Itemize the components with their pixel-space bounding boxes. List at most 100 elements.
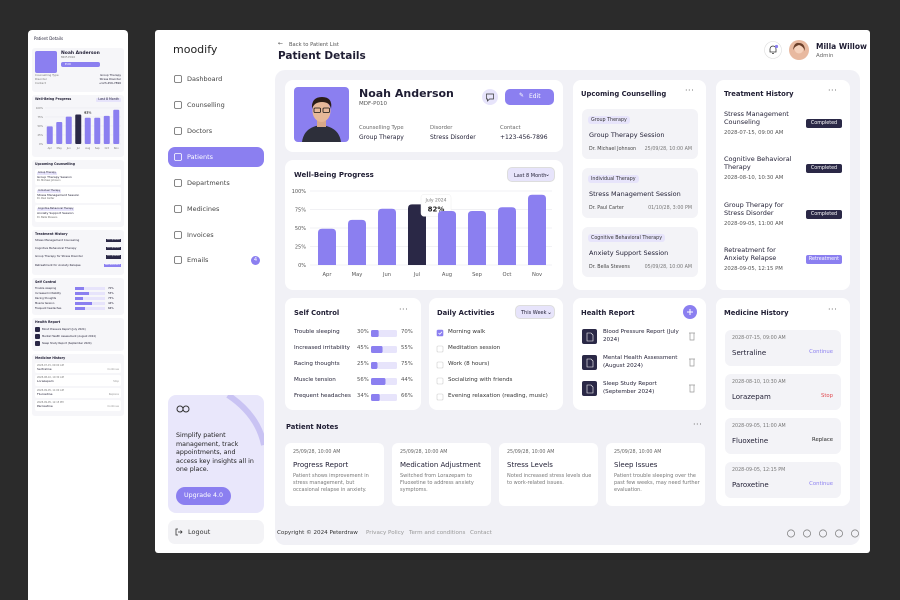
symptom-name: Racing thoughts xyxy=(294,361,340,367)
mobile-symptom-row: Increased irritability 55% xyxy=(35,292,121,295)
treatment-card: Treatment History ··· Stress Management Co… xyxy=(716,80,850,290)
file-glyph xyxy=(586,384,594,394)
session-tag: Cognitive Behavioral Therapy xyxy=(588,234,666,242)
x-tick-label: Aug xyxy=(442,272,452,278)
counselling-item: Individual Therapy Stress Management Sess… xyxy=(582,168,698,218)
mobile-medicine-row: Fluoxetine Replace xyxy=(37,392,119,397)
session-title: Anxiety Support Session xyxy=(589,249,669,257)
file-icon xyxy=(582,381,597,396)
nav-item[interactable]: Emails xyxy=(187,256,209,264)
card-title: Daily Activities xyxy=(437,309,495,317)
chart-filter[interactable]: Last 8 Month ⌄ xyxy=(507,167,555,182)
promo-logo xyxy=(182,405,190,413)
mobile-status: Retreatment xyxy=(103,262,121,267)
footer-link[interactable]: Privacy Policy xyxy=(366,530,405,536)
session-tag: Individual Therapy xyxy=(588,175,639,183)
treatment-date: 2028-09-05, 11:00 AM xyxy=(724,221,784,227)
nav-item[interactable]: Invoices xyxy=(187,231,214,239)
medicine-action[interactable]: Replace xyxy=(812,437,833,443)
back-link[interactable]: Back to Patient List xyxy=(289,42,339,48)
patient-name: Noah Anderson xyxy=(359,87,454,100)
note-title: Medication Adjustment xyxy=(400,461,481,469)
medicine-action[interactable]: Continue xyxy=(809,481,833,487)
field-value: Group Therapy xyxy=(359,134,404,141)
upgrade-button[interactable]: Upgrade 4.0 xyxy=(176,487,231,505)
trash-icon xyxy=(689,358,695,367)
trash-icon xyxy=(689,332,695,341)
footer-link[interactable]: Term and conditions xyxy=(409,530,466,536)
session-doctor: Dr. Paul Carter xyxy=(589,206,624,211)
symptom-low-label: 34% xyxy=(357,393,369,399)
mobile-medicine-action: Continue xyxy=(107,367,119,371)
activity-label: Evening relaxation (reading, music) xyxy=(448,393,548,399)
y-tick-label: 0% xyxy=(298,263,306,269)
nav-icon xyxy=(174,153,182,161)
mobile-self-control: Self Control Trouble sleeping 70% Increased… xyxy=(32,277,124,316)
more-button[interactable]: ··· xyxy=(399,305,409,314)
bar-segment xyxy=(371,378,386,385)
mobile-x-tick-label: May xyxy=(57,146,63,150)
mobile-treatment-name: Retreatment for Anxiety Relapse xyxy=(35,262,81,267)
social-icon xyxy=(803,529,811,538)
mobile-session-doctor: Dr. Paul Carter xyxy=(37,197,55,201)
mobile-treatment-name: Cognitive Behavioral Therapy xyxy=(35,245,77,250)
more-button[interactable]: ··· xyxy=(685,86,695,95)
x-tick-label: Oct xyxy=(503,272,512,278)
mobile-medicine-date: 2028-07-15, 09:00 AM xyxy=(37,363,64,367)
nav-item[interactable]: Medicines xyxy=(187,205,220,213)
mobile-y-tick-label: 25% xyxy=(37,133,43,137)
symptom-low-label: 30% xyxy=(357,329,369,335)
card-title: Medicine History xyxy=(724,309,789,317)
activities-filter[interactable]: This Week ⌄ xyxy=(515,305,555,319)
session-title: Stress Management Session xyxy=(589,190,681,198)
promo-decor xyxy=(176,395,264,446)
social-icon xyxy=(851,529,859,538)
medicine-action[interactable]: Stop xyxy=(820,393,833,399)
more-button[interactable]: ··· xyxy=(828,86,838,95)
nav-item[interactable]: Counselling xyxy=(187,101,225,109)
more-button[interactable]: ··· xyxy=(693,420,703,429)
nav-item[interactable]: Departments xyxy=(187,179,230,187)
x-tick-label: Jul xyxy=(413,272,420,278)
symptom-low-label: 56% xyxy=(357,377,369,383)
note-date: 25/09/28, 10:00 AM xyxy=(293,450,341,455)
mobile-symptom-bar xyxy=(75,291,105,295)
mobile-bar-segment xyxy=(75,297,83,300)
nav-item[interactable]: Doctors xyxy=(187,127,213,135)
medicine-action[interactable]: Continue xyxy=(809,349,833,355)
checkmark xyxy=(438,331,443,335)
mobile-medicine-action: Stop xyxy=(113,380,119,384)
medicine-card: Medicine History ··· 2028-07-15, 09:00 AM S… xyxy=(716,298,850,506)
checkbox xyxy=(436,345,444,353)
mobile-x-tick-label: Aug xyxy=(85,146,90,150)
avatar-hair xyxy=(793,42,805,51)
edit-label: Edit xyxy=(529,93,541,100)
dashboard: moodify Dashboard Counselling Doctors Patien… xyxy=(155,30,870,553)
mobile-x-tick-label: Sep xyxy=(95,146,100,150)
mobile-treatment-row: Group Therapy for Stress Disorder Complet… xyxy=(35,254,121,259)
y-tick-label: 75% xyxy=(295,208,306,214)
mobile-bar xyxy=(103,115,110,144)
logout-button[interactable]: Logout xyxy=(168,520,264,544)
nav-icon xyxy=(174,205,182,213)
promo-curve xyxy=(226,395,264,446)
edit-button[interactable]: Edit ✎ xyxy=(505,89,554,105)
bell-bg xyxy=(764,41,782,59)
mobile-card-title: Health Report xyxy=(35,320,61,325)
mobile-field: Counselling Type Group Therapy xyxy=(35,73,121,77)
mobile-status: Completed xyxy=(105,254,121,259)
mobile-bar-segment xyxy=(88,291,105,295)
nav-item[interactable]: Dashboard xyxy=(187,75,223,83)
field-value: Stress Disorder xyxy=(430,134,476,141)
footer-link[interactable]: Contact xyxy=(470,530,492,536)
patient-photo xyxy=(294,87,349,142)
mobile-bar xyxy=(65,116,72,144)
mobile-treatment-row: Retreatment for Anxiety Relapse Retreatme… xyxy=(35,262,121,267)
value-label: 82% xyxy=(428,205,445,213)
mobile-symptom-value: 44% xyxy=(108,302,114,306)
nav-item[interactable]: Patients xyxy=(187,153,214,161)
more-button[interactable]: ··· xyxy=(828,305,838,314)
symptom-name: Increased irritability xyxy=(294,345,350,351)
mobile-field: Contact +123-456-7896 xyxy=(35,82,121,86)
